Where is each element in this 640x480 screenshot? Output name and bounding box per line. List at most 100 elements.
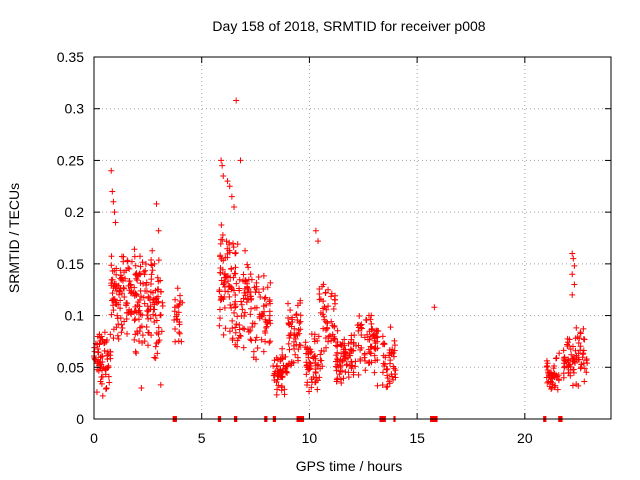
data-point [565,357,572,364]
data-point [143,279,150,286]
data-point [387,324,394,331]
data-point [151,306,158,313]
data-point [550,365,557,372]
data-point [580,347,587,354]
data-point [355,342,362,349]
x-tick-label: 10 [302,430,318,446]
data-point [361,354,368,361]
data-point [244,261,251,268]
data-point [245,326,252,333]
data-point [99,373,106,380]
data-point [572,347,579,354]
data-point [389,346,396,353]
data-point [107,331,114,338]
data-point [147,315,154,322]
data-point [126,278,133,285]
data-point [329,331,336,338]
x-tick-label: 15 [409,430,425,446]
data-point [99,392,106,399]
data-point [101,329,108,336]
data-point [142,261,149,268]
data-point [564,335,571,342]
data-point [153,200,160,207]
data-point [108,167,115,174]
data-point [330,306,337,313]
data-point [227,302,234,309]
data-point [281,391,288,398]
data-point [177,292,184,299]
y-tick-label: 0.05 [57,359,84,375]
data-point [291,325,298,332]
data-point [295,346,302,353]
data-point [232,270,239,277]
data-point [239,325,246,332]
data-point [262,294,269,301]
data-point [223,238,230,245]
data-point [133,291,140,298]
data-point [134,302,141,309]
data-point [231,309,238,316]
data-point [105,373,112,380]
data-point [123,267,130,274]
data-point [143,288,150,295]
data-point [274,386,281,393]
data-point [94,341,101,348]
data-point [581,378,588,385]
data-point [110,283,117,290]
data-point [348,332,355,339]
data-point [175,338,182,345]
data-point [108,276,115,283]
data-point [229,336,236,343]
data-point [320,298,327,305]
data-point [345,369,352,376]
data-point [390,363,397,370]
data-point [380,352,387,359]
data-point [217,252,224,259]
data-point [357,357,364,364]
data-point [139,332,146,339]
data-point [271,371,278,378]
data-point [260,272,267,279]
data-point [152,287,159,294]
data-point [91,356,98,363]
data-point [109,290,116,297]
data-point [293,311,300,318]
data-point [543,374,550,381]
data-point [333,352,340,359]
data-point [579,354,586,361]
data-point [368,343,375,350]
data-point [297,297,304,304]
data-point [133,309,140,316]
data-point [342,355,349,362]
data-point [248,337,255,344]
data-point [156,337,163,344]
data-point [99,365,106,372]
data-point [575,382,582,389]
data-point [224,245,231,252]
data-point [391,371,398,378]
data-point [303,361,310,368]
data-point [303,381,310,388]
data-point [292,335,299,342]
data-point [580,350,587,357]
data-point [331,323,338,330]
data-point [115,335,122,342]
data-point [331,296,338,303]
data-point [232,249,239,256]
data-point [234,337,241,344]
data-point [323,344,330,351]
data-point [216,322,223,329]
data-point [348,365,355,372]
data-point [119,324,126,331]
data-point [250,348,257,355]
data-point [249,320,256,327]
data-point [277,368,284,375]
chart-title: Day 158 of 2018, SRMTID for receiver p00… [212,18,485,34]
data-point [303,371,310,378]
data-point [334,375,341,382]
data-point [225,288,232,295]
data-point [562,358,569,365]
data-point [221,279,228,286]
data-point [266,312,273,319]
data-point [131,336,138,343]
